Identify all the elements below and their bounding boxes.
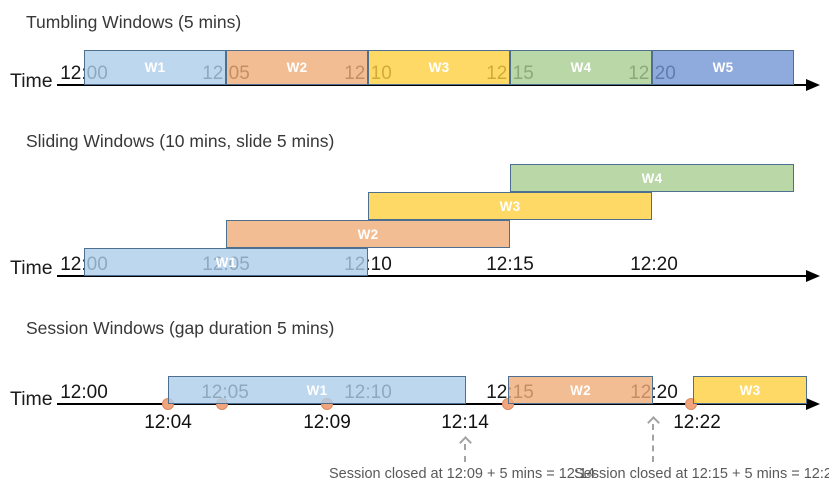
event-time-label: 12:09 bbox=[303, 412, 351, 433]
window-label: W4 bbox=[641, 170, 663, 186]
window-w4-box: W4 bbox=[510, 50, 652, 85]
window-w3-box: W3 bbox=[368, 50, 510, 85]
arrow-stem bbox=[464, 444, 466, 462]
window-w2-box: W2 bbox=[226, 220, 510, 248]
time-axis-line bbox=[57, 403, 807, 405]
axis-arrowhead-icon bbox=[806, 398, 820, 410]
time-axis-label: Time bbox=[10, 70, 53, 92]
window-w4-box: W4 bbox=[510, 164, 794, 192]
tick-label: 12:00 bbox=[60, 382, 108, 403]
window-label: W3 bbox=[499, 198, 521, 214]
dashed-up-arrow-icon bbox=[459, 436, 472, 463]
session-closed-note: Session closed at 12:09 + 5 mins = 12:14 bbox=[328, 466, 596, 482]
tumbling-section-title: Tumbling Windows (5 mins) bbox=[26, 12, 242, 32]
window-label: W3 bbox=[739, 382, 761, 398]
time-axis-label: Time bbox=[10, 388, 53, 410]
window-label: W1 bbox=[144, 60, 166, 75]
time-axis-line bbox=[57, 84, 807, 86]
window-label: W4 bbox=[570, 60, 592, 75]
window-label: W1 bbox=[306, 382, 328, 398]
window-w2-box: W2 bbox=[226, 50, 368, 85]
arrow-stem bbox=[652, 424, 654, 462]
session-closed-note: Session closed at 12:15 + 5 mins = 12:20 bbox=[573, 466, 829, 482]
window-w2-box: W2 bbox=[508, 376, 653, 404]
window-label: W2 bbox=[286, 60, 308, 75]
axis-arrowhead-icon bbox=[806, 270, 820, 282]
window-label: W2 bbox=[570, 382, 591, 398]
window-w1-box: W1 bbox=[84, 50, 226, 85]
event-time-label: 12:22 bbox=[673, 412, 721, 433]
event-time-label: 12:04 bbox=[144, 412, 192, 433]
window-label: W2 bbox=[357, 226, 379, 242]
window-label: W5 bbox=[712, 60, 734, 75]
window-w3-box: W3 bbox=[693, 376, 807, 404]
dashed-up-arrow-icon bbox=[647, 416, 660, 463]
session-section-title: Session Windows (gap duration 5 mins) bbox=[26, 318, 335, 338]
tick-label: 12:20 bbox=[630, 254, 678, 275]
window-w3-box: W3 bbox=[368, 192, 652, 220]
window-label: W1 bbox=[215, 254, 237, 270]
window-w1-box: W1 bbox=[84, 248, 368, 276]
window-label: W3 bbox=[428, 60, 450, 75]
time-axis-line bbox=[57, 275, 807, 277]
axis-arrowhead-icon bbox=[806, 79, 820, 91]
window-w5-box: W5 bbox=[652, 50, 794, 85]
time-axis-label: Time bbox=[10, 257, 53, 279]
tick-label: 12:15 bbox=[486, 254, 534, 275]
window-w1-box: W1 bbox=[168, 376, 466, 404]
sliding-section-title: Sliding Windows (10 mins, slide 5 mins) bbox=[26, 131, 335, 151]
event-time-label: 12:14 bbox=[441, 412, 489, 433]
